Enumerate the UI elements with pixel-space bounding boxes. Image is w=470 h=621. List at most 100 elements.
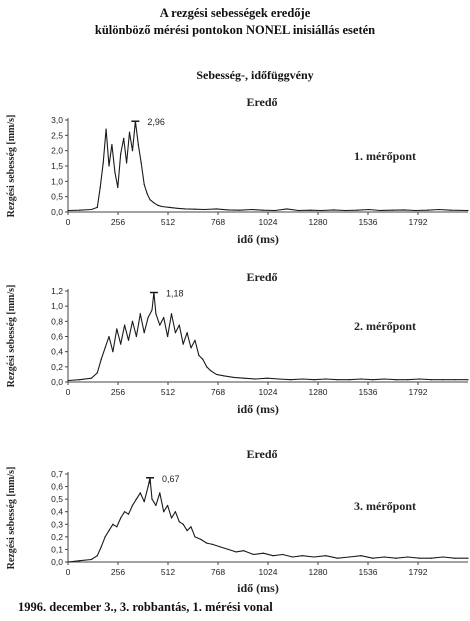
data-point [167,335,169,338]
data-point [282,553,284,556]
data-point [147,485,149,488]
data-point [262,552,264,554]
data-point [127,513,130,515]
data-point [157,204,159,206]
y-tick-label: 0,2 [51,362,63,372]
data-point [190,526,192,528]
data-point [125,162,128,164]
chart-title: Eredő [246,95,277,109]
series-line [67,477,468,563]
data-point [67,561,69,563]
data-point [454,379,456,381]
data-point [116,328,118,330]
data-point [170,517,173,519]
data-point [139,492,141,494]
data-point [135,498,137,500]
x-tick-label: 256 [111,567,125,577]
data-point [184,208,186,210]
peak-label: 2,96 [147,117,165,127]
data-point [243,377,245,379]
chart-title: Eredő [246,447,277,461]
data-point [356,209,358,211]
data-point [149,199,151,201]
data-point [450,209,452,211]
data-point [272,555,274,557]
y-tick-label: 0,7 [51,469,63,479]
x-axis-label: idő (ms) [237,581,279,595]
y-axis-label: Rezgési sebesség [mm/s] [6,467,17,570]
data-point [186,529,188,532]
data-point [104,536,106,538]
x-tick-label: 0 [66,387,71,397]
data-point [274,209,276,212]
data-point [111,143,113,146]
data-point [395,557,397,559]
x-tick-label: 1792 [409,217,428,227]
data-point [178,324,180,326]
data-point [204,208,206,211]
data-point [161,205,163,208]
data-point [123,137,125,139]
data-point [313,556,315,558]
x-tick-label: 1792 [409,387,428,397]
x-tick-label: 1536 [359,567,378,577]
data-point [67,379,69,382]
data-point [198,354,200,357]
data-point [219,546,221,548]
x-tick-label: 768 [211,387,225,397]
data-point [215,373,218,376]
data-point [114,171,116,173]
data-point [174,511,177,513]
data-point [194,208,196,210]
data-point [100,546,102,548]
x-tick-label: 1536 [359,217,378,227]
data-point [146,193,148,195]
data-point [292,556,294,558]
data-point [96,555,98,557]
data-point [360,555,362,557]
data-point [186,332,188,334]
x-tick-label: 1536 [359,387,378,397]
y-tick-label: 1,0 [51,176,63,186]
measure-point-label: 2. mérőpont [354,319,416,333]
y-tick-label: 2,5 [51,130,63,140]
x-tick-label: 512 [161,567,175,577]
data-point [467,379,469,381]
figure-subtitle: Sebesség-, időfüggvény [196,68,314,82]
data-point [105,128,107,130]
data-point [239,209,241,211]
data-point [108,335,110,338]
data-point [442,556,444,558]
data-point [96,206,98,208]
figure-title-line2: különböző mérési pontokon NONEL inisiáll… [94,23,376,37]
data-point [430,557,432,559]
data-point [190,347,192,349]
data-point [348,379,350,381]
data-point [194,339,196,341]
y-tick-label: 0,5 [51,494,63,504]
x-axis-label: idő (ms) [237,402,279,416]
data-point [333,209,335,211]
data-point [90,208,93,211]
data-point [155,313,157,315]
y-tick-label: 0,8 [51,316,63,326]
x-tick-label: 1792 [409,567,428,577]
data-point [79,209,81,211]
data-point [143,501,145,503]
y-tick-label: 0,6 [51,332,63,342]
data-point [178,521,180,523]
x-tick-label: 512 [161,387,175,397]
data-point [368,208,370,211]
y-tick-label: 1,5 [51,161,63,171]
data-point [403,209,405,211]
data-point [325,555,327,557]
data-point [467,209,469,212]
y-tick-label: 0,6 [51,482,63,492]
data-point [116,526,118,528]
data-point [124,324,126,326]
data-point [415,209,417,212]
data-point [108,529,110,532]
data-point [104,347,106,349]
data-point [309,209,311,211]
